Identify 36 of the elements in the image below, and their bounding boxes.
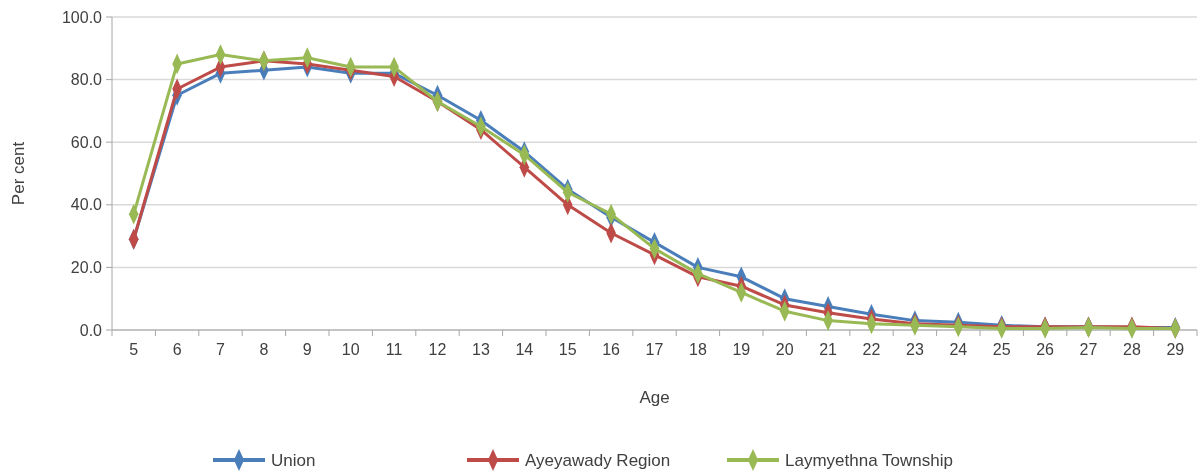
x-tick-label: 23 xyxy=(906,341,924,358)
x-tick-label: 9 xyxy=(302,341,312,358)
x-tick-label: 14 xyxy=(515,341,534,358)
x-tick-label: 26 xyxy=(1036,341,1055,358)
x-tick-label: 11 xyxy=(385,341,403,358)
x-axis-title: Age xyxy=(639,388,670,407)
x-tick-label: 16 xyxy=(602,341,621,358)
y-axis-title: Per cent xyxy=(9,141,28,206)
x-tick-label: 5 xyxy=(129,341,139,358)
x-tick-label: 19 xyxy=(732,341,751,358)
legend-label: Union xyxy=(271,450,316,470)
y-tick-label: 40.0 xyxy=(70,196,103,214)
x-tick-label: 29 xyxy=(1166,341,1185,358)
x-tick-label: 6 xyxy=(172,341,182,358)
x-tick-label: 20 xyxy=(775,341,794,358)
x-tick-label: 28 xyxy=(1123,341,1141,358)
x-tick-label: 27 xyxy=(1079,341,1098,358)
x-tick-label: 25 xyxy=(992,341,1011,358)
y-tick-label: 0.0 xyxy=(79,321,103,339)
x-tick-label: 7 xyxy=(216,341,226,358)
x-tick-label: 13 xyxy=(472,341,490,358)
x-tick-label: 17 xyxy=(645,341,664,358)
legend-label: Ayeyawady Region xyxy=(525,450,671,470)
x-tick-label: 22 xyxy=(862,341,881,358)
x-tick-label: 8 xyxy=(259,341,269,358)
legend-label: Laymyethna Township xyxy=(785,450,953,470)
x-tick-label: 24 xyxy=(949,341,968,358)
x-tick-label: 18 xyxy=(689,341,707,358)
x-tick-label: 15 xyxy=(558,341,577,358)
x-tick-label: 10 xyxy=(341,341,360,358)
x-tick-label: 21 xyxy=(819,341,838,358)
y-tick-label: 100.0 xyxy=(61,8,103,26)
y-tick-label: 80.0 xyxy=(70,71,103,89)
x-tick-label: 12 xyxy=(428,341,447,358)
y-tick-label: 60.0 xyxy=(70,133,103,151)
y-tick-label: 20.0 xyxy=(70,259,103,276)
